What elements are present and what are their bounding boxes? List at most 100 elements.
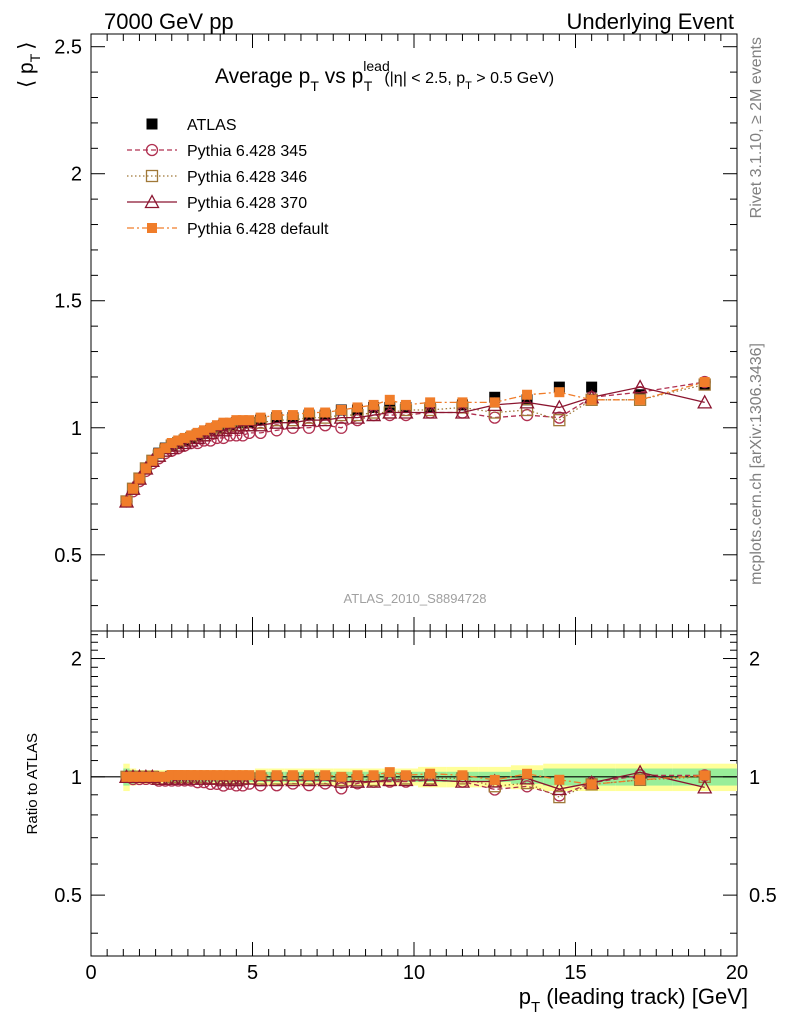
main-y-tick-label: 1.5 xyxy=(54,291,82,313)
ratio-point-4 xyxy=(457,770,468,781)
data-point-3 xyxy=(382,404,398,419)
ratio-point-4 xyxy=(489,774,500,785)
y-axis-label-ratio: Ratio to ATLAS xyxy=(24,733,41,834)
data-point-4 xyxy=(231,415,242,426)
legend-marker xyxy=(147,223,157,233)
ylabel-main-open: ⟨ p xyxy=(15,62,38,88)
ratio-y-tick-label-right: 1 xyxy=(749,767,760,789)
ratio-plot-frame xyxy=(90,630,738,957)
legend-marker xyxy=(146,118,158,130)
ratio-point-4 xyxy=(127,771,138,782)
data-point-3 xyxy=(301,412,317,427)
ratio-y-tick-label: 2 xyxy=(71,649,82,671)
data-point-4 xyxy=(425,397,436,408)
main-axis-ticks xyxy=(90,34,738,631)
data-point-4 xyxy=(554,387,565,398)
legend-label: Pythia 6.428 default xyxy=(187,221,329,238)
ratio-point-4 xyxy=(153,771,164,782)
data-point-4 xyxy=(121,496,132,507)
main-y-tick-label: 2.5 xyxy=(54,37,82,59)
data-point-4 xyxy=(224,417,235,428)
data-point-3 xyxy=(317,412,333,427)
legend-marker xyxy=(145,143,159,157)
legend-item: Pythia 6.428 345 xyxy=(127,143,307,160)
data-point-4 xyxy=(384,394,395,405)
ratio-point-1 xyxy=(335,782,348,795)
analysis-label: ATLAS_2010_S8894728 xyxy=(344,591,487,606)
data-point-4 xyxy=(186,430,197,441)
ratio-point-2 xyxy=(553,790,566,804)
ratio-y-tick-labels: 0.5 0.5 1 1 2 2 xyxy=(54,649,777,908)
data-point-4 xyxy=(271,410,282,421)
data-point-4 xyxy=(179,432,190,443)
data-point-4 xyxy=(320,407,331,418)
ratio-point-4 xyxy=(237,770,248,781)
ratio-point-4 xyxy=(173,770,184,781)
ratio-point-4 xyxy=(121,771,132,782)
legend-marker xyxy=(144,194,160,209)
legend-item: ATLAS xyxy=(146,117,237,134)
ratio-point-4 xyxy=(134,771,145,782)
data-point-2 xyxy=(553,413,566,427)
chart-title: Average pT vs plead T (|η| < 2.5, pT > 0.5… xyxy=(215,58,554,94)
ratio-plot: 0.5 0.5 1 1 2 2 xyxy=(54,630,777,957)
main-series-group xyxy=(118,375,713,508)
ratio-y-tick-label: 0.5 xyxy=(54,885,82,907)
title-sub-t2: T xyxy=(364,78,373,94)
data-point-3 xyxy=(551,399,567,414)
ylabel-main-close: ⟩ xyxy=(15,42,38,50)
x-tick-label: 5 xyxy=(247,962,258,984)
data-point-1 xyxy=(254,426,267,439)
data-point-4 xyxy=(211,420,222,431)
main-y-tick-label: 1 xyxy=(71,418,82,440)
data-point-3 xyxy=(697,394,713,409)
ratio-y-tick-label: 1 xyxy=(71,767,82,789)
ratio-point-4 xyxy=(166,769,177,780)
data-point-4 xyxy=(336,404,347,415)
x-tick-label: 0 xyxy=(85,962,96,984)
ratio-point-4 xyxy=(287,770,298,781)
ratio-point-3 xyxy=(697,779,713,794)
data-point-atlas xyxy=(586,381,598,393)
x-tick-label: 15 xyxy=(564,962,586,984)
data-point-atlas xyxy=(553,381,565,393)
ratio-point-3 xyxy=(422,772,438,787)
legend-label: ATLAS xyxy=(187,117,237,134)
data-point-4 xyxy=(192,427,203,438)
xlabel-rest: (leading track) [GeV] xyxy=(540,984,748,1009)
data-point-4 xyxy=(368,399,379,410)
ratio-point-4 xyxy=(635,774,646,785)
data-point-3 xyxy=(398,404,414,419)
title-vs-p: vs p xyxy=(319,65,363,88)
data-point-4 xyxy=(237,415,248,426)
data-point-4 xyxy=(147,455,158,466)
ratio-point-4 xyxy=(231,770,242,781)
ratio-point-4 xyxy=(554,774,565,785)
title-cut-end: > 0.5 GeV) xyxy=(472,70,554,87)
ratio-point-3 xyxy=(382,772,398,787)
legend-label: Pythia 6.428 346 xyxy=(187,169,307,186)
header-energy-label: 7000 GeV pp xyxy=(104,9,234,34)
x-tick-label: 20 xyxy=(726,962,748,984)
data-point-4 xyxy=(134,473,145,484)
x-tick-label: 10 xyxy=(403,962,425,984)
legend-marker xyxy=(145,169,159,183)
mcplots-credit-label: mcplots.cern.ch [arXiv:1306.3436] xyxy=(748,343,765,585)
data-point-4 xyxy=(199,425,210,436)
series-line-main xyxy=(125,383,705,502)
ratio-point-4 xyxy=(160,771,171,782)
ratio-point-4 xyxy=(320,770,331,781)
ratio-point-4 xyxy=(186,770,197,781)
legend: ATLAS Pythia 6.428 345 Pythia 6.428 346 Pyt… xyxy=(127,117,329,238)
ratio-point-3 xyxy=(454,773,471,788)
data-point-4 xyxy=(522,389,533,400)
data-point-2 xyxy=(520,403,534,417)
ratio-point-3 xyxy=(366,773,382,788)
ratio-point-4 xyxy=(384,767,395,778)
y-axis-label-main: ⟨ pT ⟩ xyxy=(15,42,43,88)
data-point-3 xyxy=(285,414,301,429)
data-point-4 xyxy=(166,438,177,449)
data-point-4 xyxy=(127,483,138,494)
data-point-3 xyxy=(519,394,535,409)
